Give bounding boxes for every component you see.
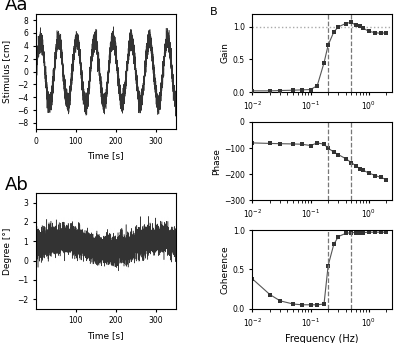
- X-axis label: Time [s]: Time [s]: [88, 152, 124, 161]
- Y-axis label: Gain: Gain: [221, 43, 230, 63]
- Y-axis label: Phase: Phase: [212, 148, 221, 175]
- X-axis label: Time [s]: Time [s]: [88, 331, 124, 340]
- Y-axis label: Coherence: Coherence: [221, 245, 230, 294]
- Text: Aa: Aa: [5, 0, 29, 14]
- Y-axis label: Degree [°]: Degree [°]: [3, 227, 12, 274]
- Y-axis label: Stimulus [cm]: Stimulus [cm]: [2, 40, 12, 103]
- Text: B: B: [210, 8, 218, 17]
- X-axis label: Frequency (Hz): Frequency (Hz): [286, 334, 359, 343]
- Text: Ab: Ab: [5, 176, 29, 194]
